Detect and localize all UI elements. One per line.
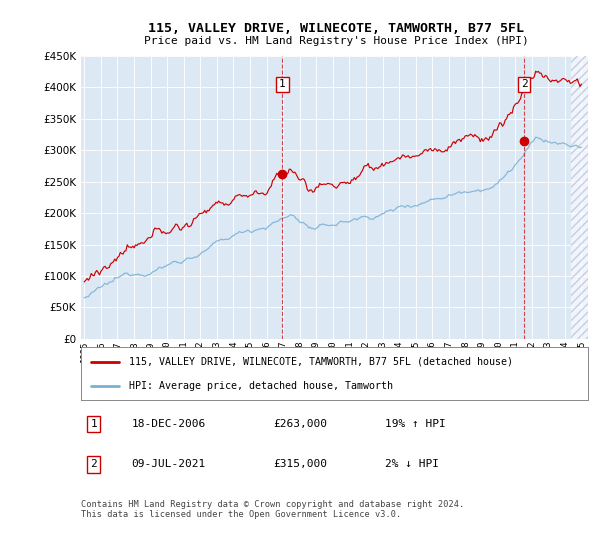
- Text: £315,000: £315,000: [274, 459, 328, 469]
- Text: Contains HM Land Registry data © Crown copyright and database right 2024.
This d: Contains HM Land Registry data © Crown c…: [81, 500, 464, 519]
- Text: HPI: Average price, detached house, Tamworth: HPI: Average price, detached house, Tamw…: [129, 381, 393, 391]
- Text: £263,000: £263,000: [274, 419, 328, 429]
- Text: 19% ↑ HPI: 19% ↑ HPI: [385, 419, 446, 429]
- Text: 1: 1: [90, 419, 97, 429]
- Text: 115, VALLEY DRIVE, WILNECOTE, TAMWORTH, B77 5FL (detached house): 115, VALLEY DRIVE, WILNECOTE, TAMWORTH, …: [129, 357, 513, 367]
- Text: 2% ↓ HPI: 2% ↓ HPI: [385, 459, 439, 469]
- Text: 09-JUL-2021: 09-JUL-2021: [132, 459, 206, 469]
- Text: 18-DEC-2006: 18-DEC-2006: [132, 419, 206, 429]
- Text: 1: 1: [279, 80, 286, 89]
- Text: 2: 2: [521, 80, 527, 89]
- Text: 115, VALLEY DRIVE, WILNECOTE, TAMWORTH, B77 5FL: 115, VALLEY DRIVE, WILNECOTE, TAMWORTH, …: [148, 22, 524, 35]
- Text: 2: 2: [90, 459, 97, 469]
- Text: Price paid vs. HM Land Registry's House Price Index (HPI): Price paid vs. HM Land Registry's House …: [143, 36, 529, 46]
